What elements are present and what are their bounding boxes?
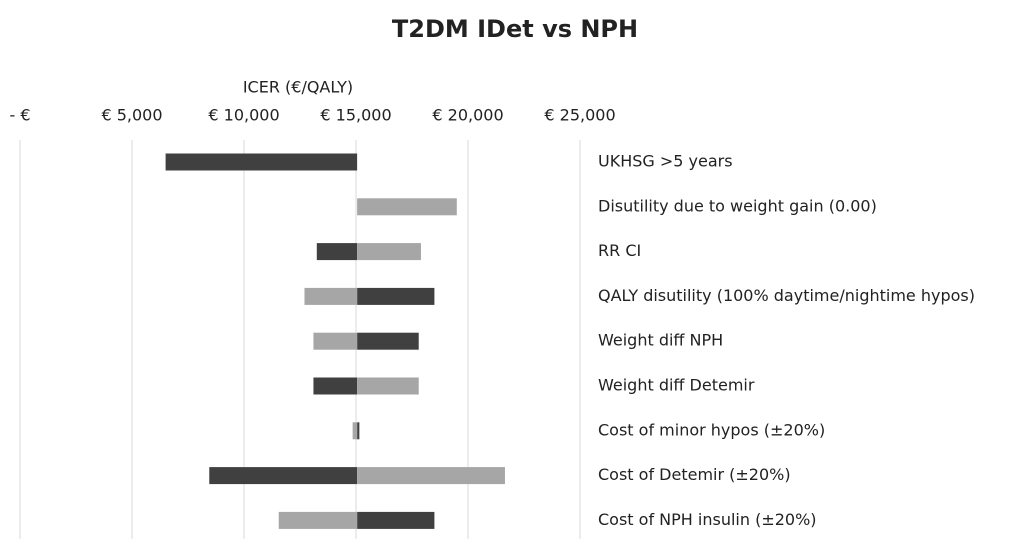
x-tick-label: - € <box>9 106 30 125</box>
category-label: Disutility due to weight gain (0.00) <box>598 196 877 215</box>
bar <box>357 287 435 305</box>
category-label: Cost of Detemir (±20%) <box>598 465 791 484</box>
x-tick-label: € 15,000 <box>320 106 391 125</box>
x-tick-label: € 10,000 <box>208 106 279 125</box>
bar <box>316 243 358 261</box>
bar <box>304 287 358 305</box>
category-label: Cost of NPH insulin (±20%) <box>598 510 817 529</box>
bar <box>357 198 457 216</box>
category-label: RR CI <box>598 241 641 260</box>
category-label: Weight diff Detemir <box>598 376 755 395</box>
bar <box>165 153 358 171</box>
bar <box>313 377 358 395</box>
category-label: UKHSG >5 years <box>598 152 733 171</box>
x-tick-label: € 20,000 <box>432 106 503 125</box>
bar <box>352 422 358 440</box>
x-axis-title: ICER (€/QALY) <box>243 78 353 97</box>
category-label: Cost of minor hypos (±20%) <box>598 420 825 439</box>
category-label: QALY disutility (100% daytime/nightime h… <box>598 286 975 305</box>
bar <box>313 332 358 350</box>
x-tick-label: € 25,000 <box>544 106 615 125</box>
bar <box>278 511 358 529</box>
bar <box>357 377 419 395</box>
x-tick-label: € 5,000 <box>101 106 162 125</box>
bar <box>357 467 505 485</box>
bar <box>209 467 358 485</box>
bar <box>357 243 421 261</box>
bar <box>357 511 435 529</box>
chart-title: T2DM IDet vs NPH <box>392 15 638 43</box>
bar <box>357 332 419 350</box>
category-label: Weight diff NPH <box>598 331 723 350</box>
bar <box>357 422 360 440</box>
